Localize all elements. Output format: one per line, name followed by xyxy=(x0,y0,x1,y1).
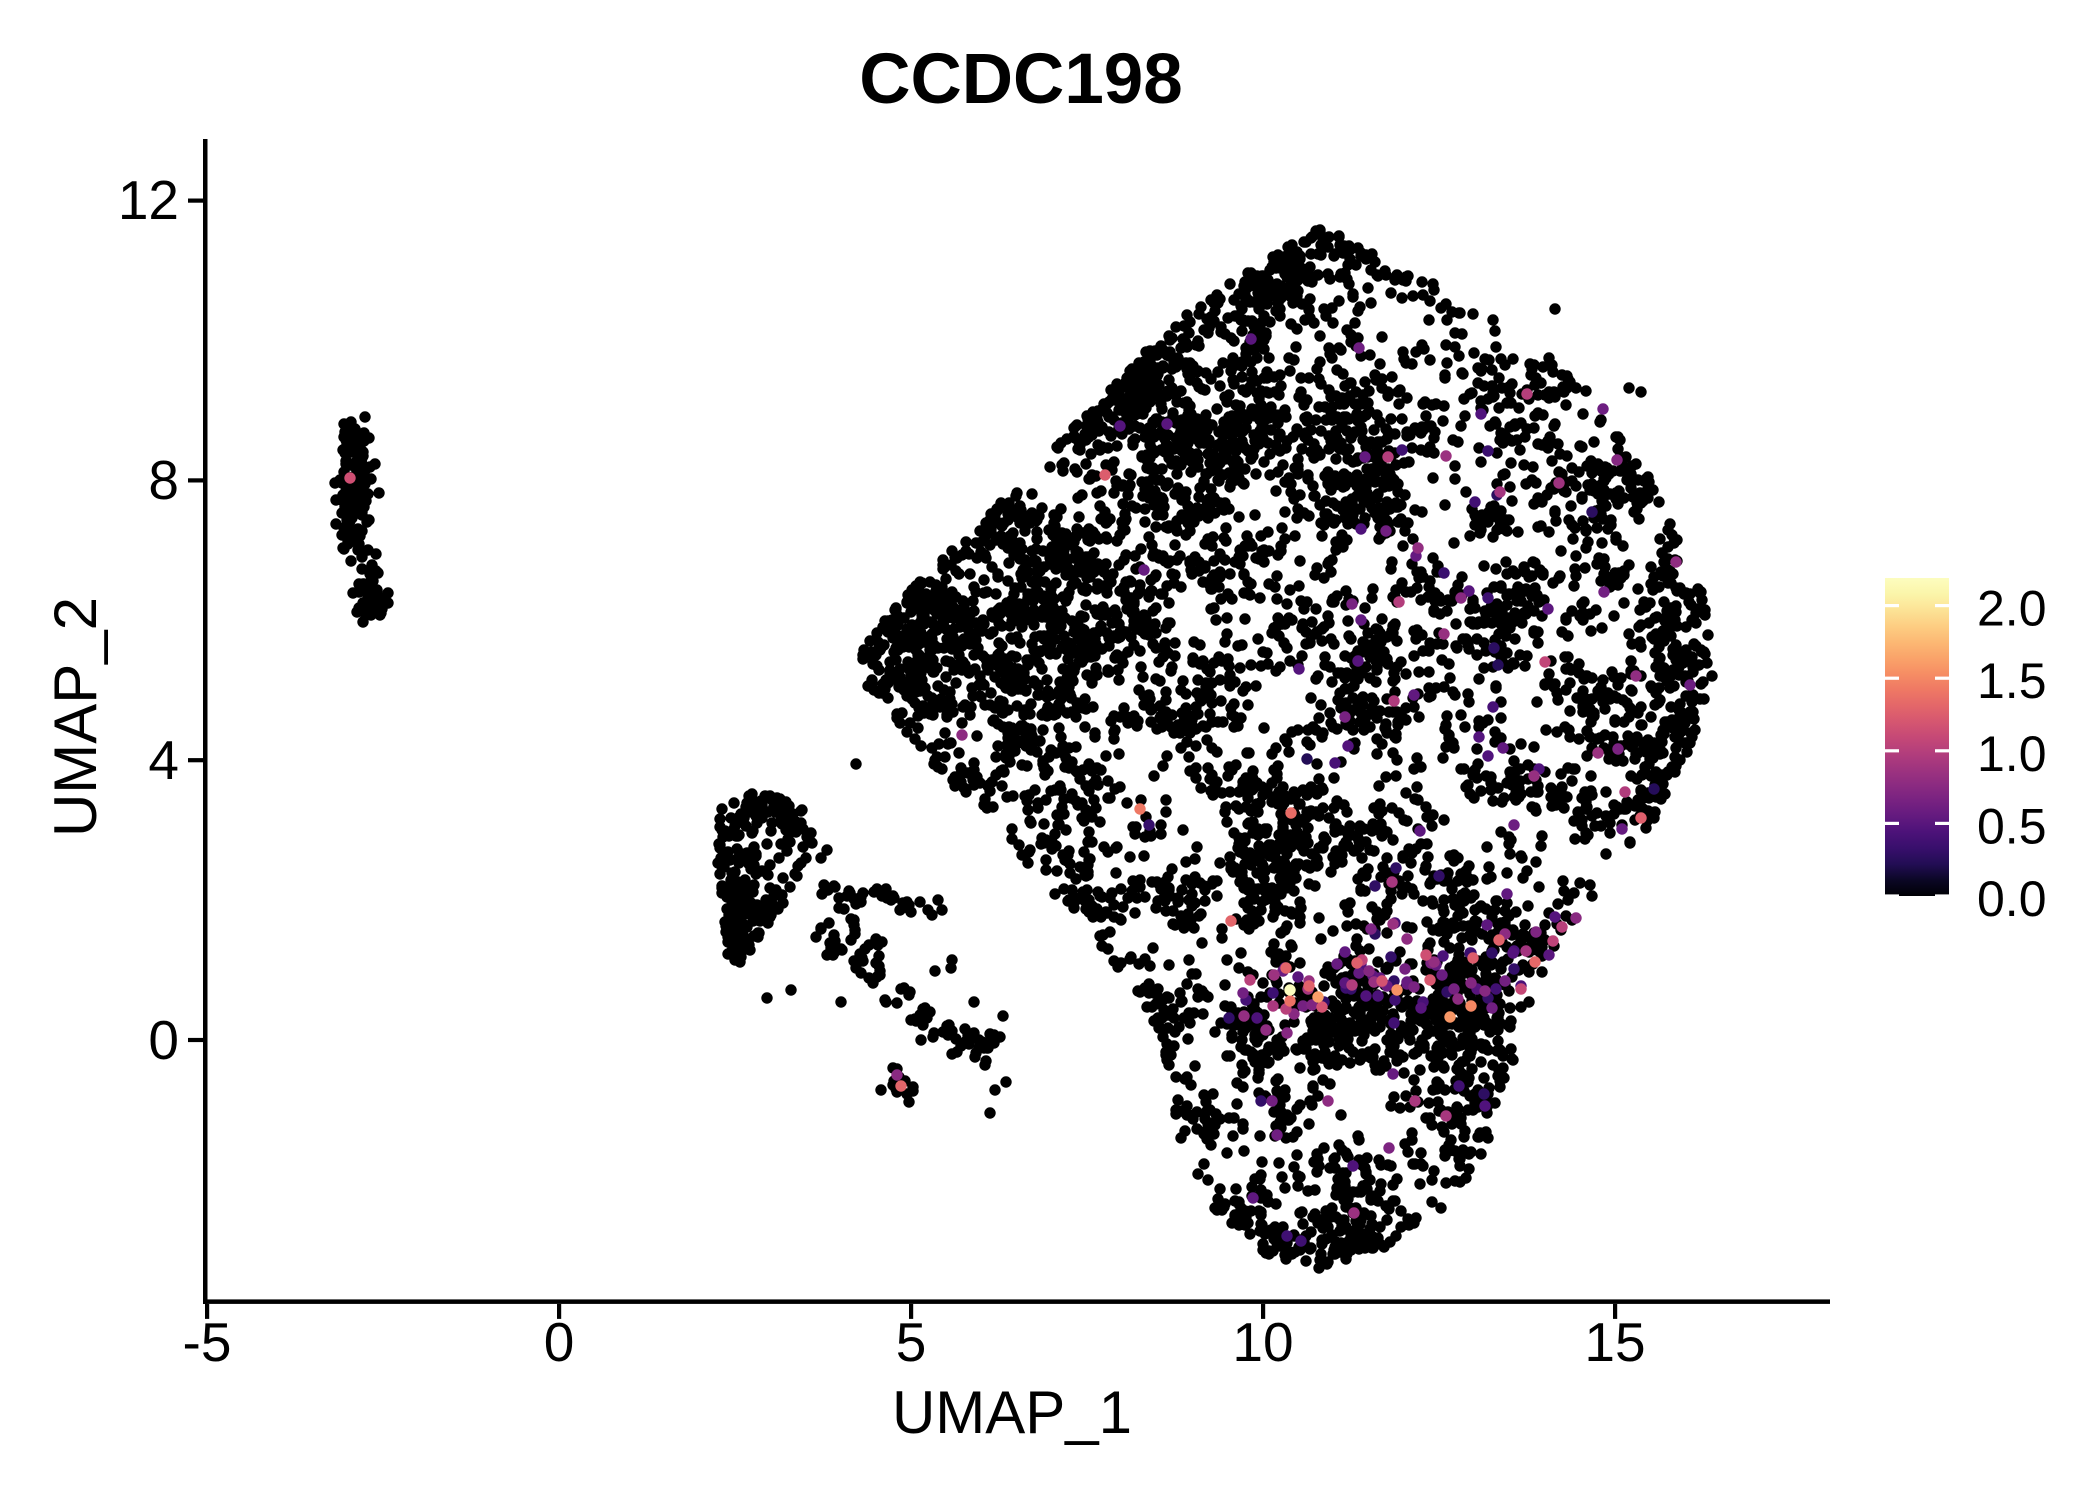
svg-text:4: 4 xyxy=(148,729,179,791)
svg-text:5: 5 xyxy=(896,1311,927,1373)
svg-text:1.5: 1.5 xyxy=(1977,653,2047,709)
svg-text:8: 8 xyxy=(148,449,179,511)
svg-text:12: 12 xyxy=(118,169,179,231)
svg-text:0.5: 0.5 xyxy=(1977,798,2047,854)
svg-text:UMAP_2: UMAP_2 xyxy=(42,597,109,837)
svg-text:0.0: 0.0 xyxy=(1977,871,2047,927)
svg-text:0: 0 xyxy=(544,1311,575,1373)
svg-text:15: 15 xyxy=(1584,1311,1645,1373)
svg-text:0: 0 xyxy=(148,1009,179,1071)
svg-text:UMAP_1: UMAP_1 xyxy=(892,1379,1132,1446)
svg-text:10: 10 xyxy=(1232,1311,1293,1373)
svg-text:CCDC198: CCDC198 xyxy=(859,40,1183,119)
svg-text:1.0: 1.0 xyxy=(1977,726,2047,782)
svg-text:2.0: 2.0 xyxy=(1977,581,2047,637)
svg-text:-5: -5 xyxy=(183,1311,232,1373)
